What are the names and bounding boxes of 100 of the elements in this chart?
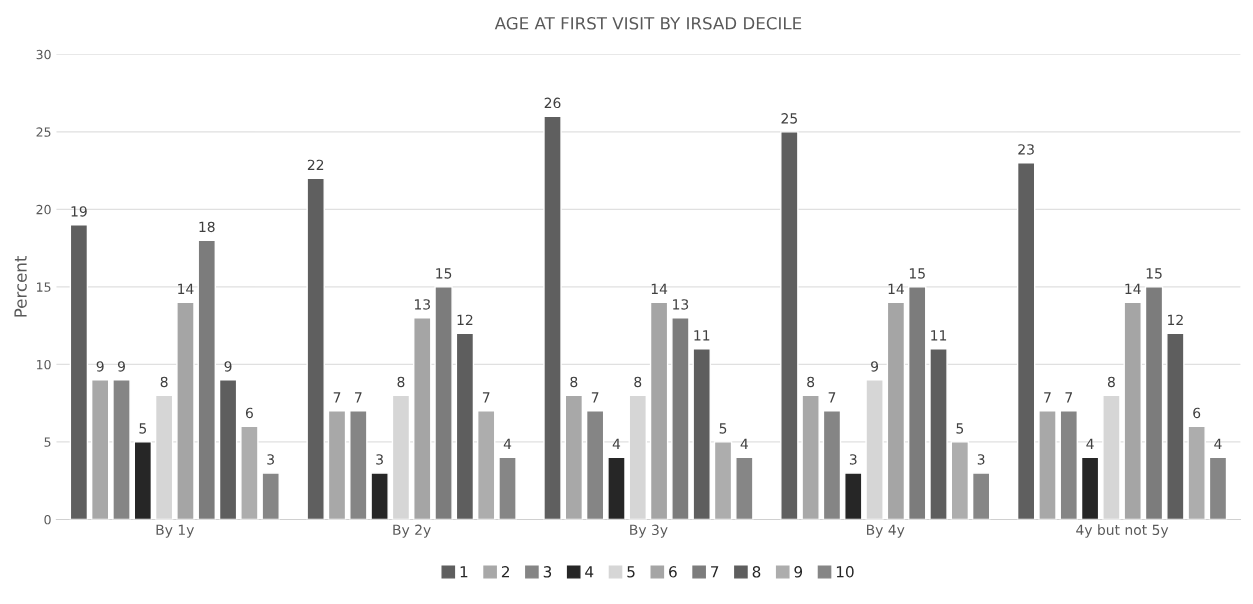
data-label: 15: [909, 268, 925, 279]
legend-label: 7: [711, 566, 719, 578]
data-label: 14: [651, 283, 668, 294]
data-label: 5: [139, 423, 147, 434]
bar: [476, 410, 496, 520]
legend-label: 1: [460, 566, 468, 578]
data-label: 4: [503, 438, 512, 449]
data-label: 14: [178, 283, 194, 294]
y-tick-label: 15: [36, 282, 51, 292]
data-label: 12: [457, 314, 473, 325]
bar: [370, 472, 389, 520]
x-tick-label: By 3y: [630, 524, 668, 538]
data-label: 6: [245, 407, 253, 419]
x-tick-label: By 1y: [156, 524, 194, 538]
data-label: 9: [224, 361, 232, 372]
bar: [455, 332, 475, 520]
legend-label: 8: [752, 566, 761, 578]
bar: [112, 379, 131, 520]
bar: [261, 472, 280, 520]
data-label: 7: [591, 392, 599, 403]
data-label: 22: [307, 159, 324, 170]
data-label: 4: [1214, 438, 1222, 449]
data-label: 3: [977, 454, 985, 465]
data-label: 23: [1018, 144, 1034, 155]
bar: [1166, 332, 1185, 520]
data-label: 8: [160, 376, 168, 388]
bar: [950, 441, 970, 520]
data-label: 7: [482, 392, 490, 403]
data-label: 3: [376, 454, 383, 465]
data-label: 4: [740, 438, 748, 449]
data-label: 15: [1146, 268, 1162, 279]
legend-label: 4: [585, 566, 594, 578]
bar: [844, 472, 863, 520]
data-label: 4: [1086, 438, 1094, 449]
y-axis-title: Percent: [14, 255, 27, 317]
bar: [1187, 425, 1206, 520]
data-label: 11: [694, 330, 710, 341]
data-label: 5: [956, 423, 964, 434]
data-label: 14: [888, 283, 904, 294]
bar: [713, 441, 733, 520]
data-label: 18: [199, 221, 215, 233]
data-label: 8: [570, 376, 578, 388]
bar: [1123, 301, 1142, 520]
bar: [1038, 410, 1057, 520]
bar: [90, 379, 110, 520]
data-label: 15: [436, 268, 452, 279]
bar: [907, 286, 927, 520]
data-label: 13: [673, 299, 689, 310]
bar: [197, 239, 216, 520]
legend-label: 3: [543, 566, 552, 578]
bar: [1208, 456, 1228, 520]
bar: [564, 394, 584, 520]
bar: [692, 348, 711, 520]
y-tick-label: 0: [44, 514, 51, 525]
data-label: 12: [1168, 314, 1183, 325]
data-label: 11: [931, 330, 947, 341]
bar: [801, 394, 820, 520]
data-label: 8: [634, 376, 642, 388]
bar: [1016, 162, 1036, 520]
bar: [735, 456, 754, 520]
bar: [585, 410, 605, 520]
bar: [1144, 286, 1164, 520]
data-label: 7: [1044, 392, 1051, 403]
data-label: 8: [807, 376, 815, 388]
legend-label: 5: [627, 566, 635, 578]
legend-label: 9: [794, 566, 803, 578]
bar: [240, 425, 259, 520]
data-label: 6: [1193, 407, 1201, 419]
bar: [176, 301, 195, 520]
bar: [886, 301, 906, 520]
bar: [306, 177, 325, 520]
data-label: 3: [267, 454, 275, 465]
data-label: 7: [355, 392, 362, 403]
bar: [607, 456, 626, 520]
data-label: 25: [781, 113, 797, 124]
data-label: 13: [414, 299, 430, 310]
y-tick-label: 30: [36, 49, 51, 60]
data-label: 9: [117, 361, 125, 372]
data-label: 8: [397, 376, 405, 388]
data-label: 9: [871, 361, 879, 372]
bar: [327, 410, 347, 520]
y-tick-label: 10: [36, 359, 51, 370]
data-label: 7: [1065, 392, 1073, 403]
bar: [543, 115, 562, 520]
x-tick-label: By 2y: [393, 524, 431, 538]
data-label: 3: [849, 454, 857, 465]
bar: [69, 224, 89, 520]
data-label: 5: [719, 423, 727, 434]
bar: [929, 348, 948, 520]
data-label: 7: [333, 392, 341, 403]
bar: [434, 286, 453, 520]
legend-label: 6: [669, 566, 677, 578]
legend-label: 10: [836, 566, 854, 578]
data-label: 8: [1107, 376, 1115, 388]
data-label: 14: [1125, 283, 1141, 294]
y-tick-label: 20: [36, 204, 51, 215]
bar: [649, 301, 669, 520]
y-tick-label: 25: [36, 127, 51, 137]
bar: [413, 317, 432, 520]
bar: [1059, 410, 1078, 520]
